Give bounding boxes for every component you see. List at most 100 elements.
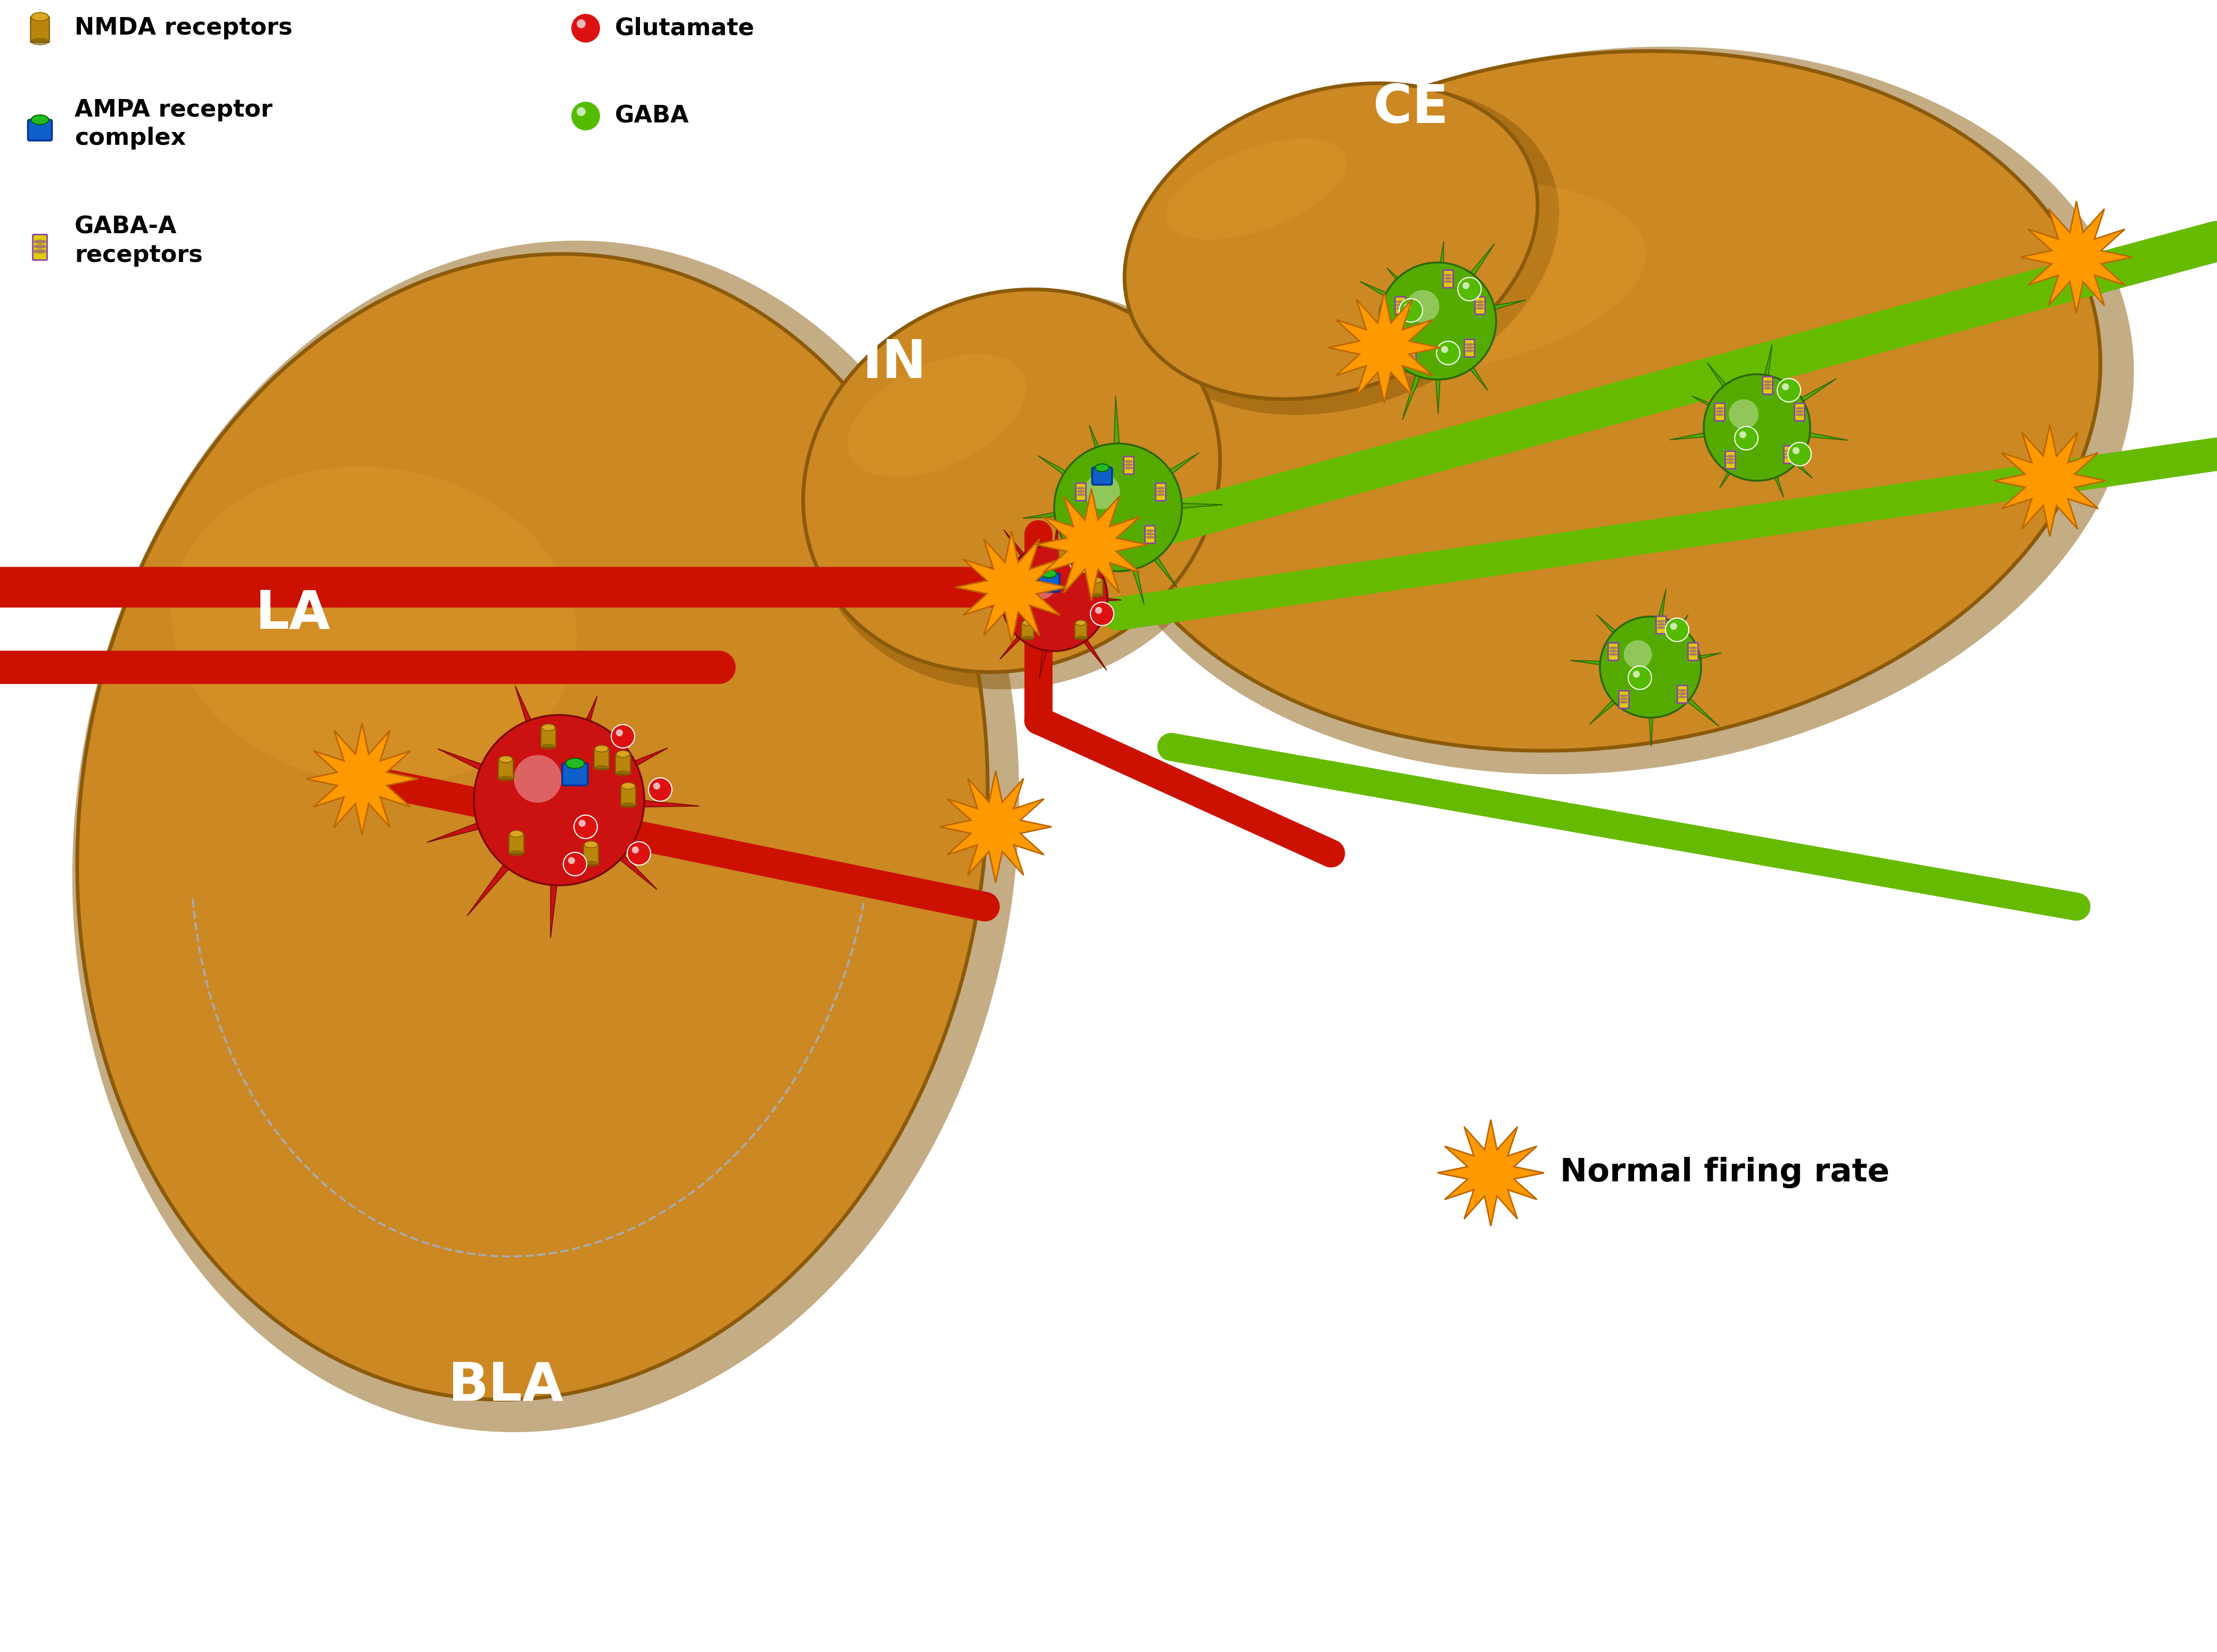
Circle shape xyxy=(1084,474,1120,509)
Text: BLA: BLA xyxy=(448,1360,563,1411)
Polygon shape xyxy=(1756,344,1771,410)
Ellipse shape xyxy=(1689,646,1698,649)
FancyBboxPatch shape xyxy=(563,763,588,785)
Circle shape xyxy=(474,715,645,885)
Ellipse shape xyxy=(1716,410,1725,413)
Circle shape xyxy=(1437,342,1461,365)
FancyBboxPatch shape xyxy=(1093,468,1113,484)
Polygon shape xyxy=(1661,676,1718,727)
Ellipse shape xyxy=(33,244,47,248)
Circle shape xyxy=(1665,618,1689,641)
FancyBboxPatch shape xyxy=(1144,525,1155,544)
Polygon shape xyxy=(1669,426,1740,439)
Ellipse shape xyxy=(1621,700,1627,704)
Circle shape xyxy=(1015,570,1022,577)
Polygon shape xyxy=(1073,595,1122,603)
FancyBboxPatch shape xyxy=(616,753,630,775)
Polygon shape xyxy=(980,590,1038,600)
FancyBboxPatch shape xyxy=(1725,451,1736,469)
Polygon shape xyxy=(1649,588,1665,651)
FancyBboxPatch shape xyxy=(583,844,599,864)
Text: Normal firing rate: Normal firing rate xyxy=(1561,1156,1889,1188)
Polygon shape xyxy=(306,724,419,834)
Polygon shape xyxy=(1388,268,1428,309)
Ellipse shape xyxy=(1785,453,1794,456)
Ellipse shape xyxy=(1477,301,1485,304)
Text: GABA-A
receptors: GABA-A receptors xyxy=(75,215,202,266)
Ellipse shape xyxy=(803,289,1219,672)
FancyBboxPatch shape xyxy=(621,786,636,806)
Circle shape xyxy=(1703,375,1811,481)
Circle shape xyxy=(563,852,588,876)
Ellipse shape xyxy=(33,249,47,253)
FancyBboxPatch shape xyxy=(1155,482,1166,501)
Ellipse shape xyxy=(1678,692,1687,695)
Polygon shape xyxy=(583,748,667,793)
FancyBboxPatch shape xyxy=(1060,548,1071,565)
Ellipse shape xyxy=(1443,281,1452,282)
Ellipse shape xyxy=(1443,278,1452,279)
Ellipse shape xyxy=(499,776,512,781)
Ellipse shape xyxy=(1610,646,1618,649)
Ellipse shape xyxy=(1465,347,1474,349)
Polygon shape xyxy=(1089,425,1115,489)
Polygon shape xyxy=(1062,610,1106,671)
Circle shape xyxy=(568,857,574,864)
FancyBboxPatch shape xyxy=(1465,339,1474,357)
Ellipse shape xyxy=(1621,694,1627,697)
Ellipse shape xyxy=(1397,304,1406,306)
Ellipse shape xyxy=(1406,352,1414,354)
Ellipse shape xyxy=(1610,649,1618,653)
Ellipse shape xyxy=(1095,464,1108,471)
Ellipse shape xyxy=(1075,636,1086,639)
Ellipse shape xyxy=(1796,406,1805,410)
Ellipse shape xyxy=(621,803,634,808)
Ellipse shape xyxy=(1124,464,1133,466)
Circle shape xyxy=(1379,263,1496,380)
Circle shape xyxy=(574,814,596,839)
Ellipse shape xyxy=(1716,413,1725,416)
Ellipse shape xyxy=(1763,380,1771,383)
Ellipse shape xyxy=(1763,383,1771,387)
FancyBboxPatch shape xyxy=(1091,580,1102,596)
Circle shape xyxy=(1011,565,1033,588)
Ellipse shape xyxy=(1077,494,1084,496)
Ellipse shape xyxy=(809,291,1242,689)
Ellipse shape xyxy=(1146,532,1155,535)
Circle shape xyxy=(1403,304,1410,311)
Ellipse shape xyxy=(1656,620,1665,623)
Polygon shape xyxy=(1035,489,1148,601)
Polygon shape xyxy=(1774,426,1849,441)
Ellipse shape xyxy=(1086,542,1095,544)
Polygon shape xyxy=(468,819,545,915)
Polygon shape xyxy=(1064,540,1108,588)
Ellipse shape xyxy=(1796,410,1805,413)
Ellipse shape xyxy=(33,240,47,244)
Ellipse shape xyxy=(510,851,523,856)
Circle shape xyxy=(1623,641,1652,669)
Circle shape xyxy=(627,843,650,866)
FancyBboxPatch shape xyxy=(1086,530,1097,548)
Circle shape xyxy=(1787,443,1811,466)
Ellipse shape xyxy=(1091,578,1102,583)
Polygon shape xyxy=(1760,443,1782,497)
Ellipse shape xyxy=(1195,180,1645,380)
Ellipse shape xyxy=(616,750,630,757)
FancyBboxPatch shape xyxy=(1394,297,1406,314)
Ellipse shape xyxy=(1124,83,1539,400)
Ellipse shape xyxy=(1086,46,2135,775)
Ellipse shape xyxy=(1689,653,1698,656)
Polygon shape xyxy=(588,795,698,808)
Ellipse shape xyxy=(1146,535,1155,539)
FancyBboxPatch shape xyxy=(1022,623,1033,639)
Circle shape xyxy=(1399,299,1423,322)
FancyBboxPatch shape xyxy=(1443,271,1452,287)
Ellipse shape xyxy=(1011,567,1022,572)
FancyBboxPatch shape xyxy=(1075,623,1086,639)
Ellipse shape xyxy=(31,38,49,45)
FancyBboxPatch shape xyxy=(1607,643,1618,661)
Polygon shape xyxy=(1596,615,1641,657)
Ellipse shape xyxy=(1022,620,1033,626)
Ellipse shape xyxy=(1443,274,1452,276)
Ellipse shape xyxy=(499,757,512,763)
